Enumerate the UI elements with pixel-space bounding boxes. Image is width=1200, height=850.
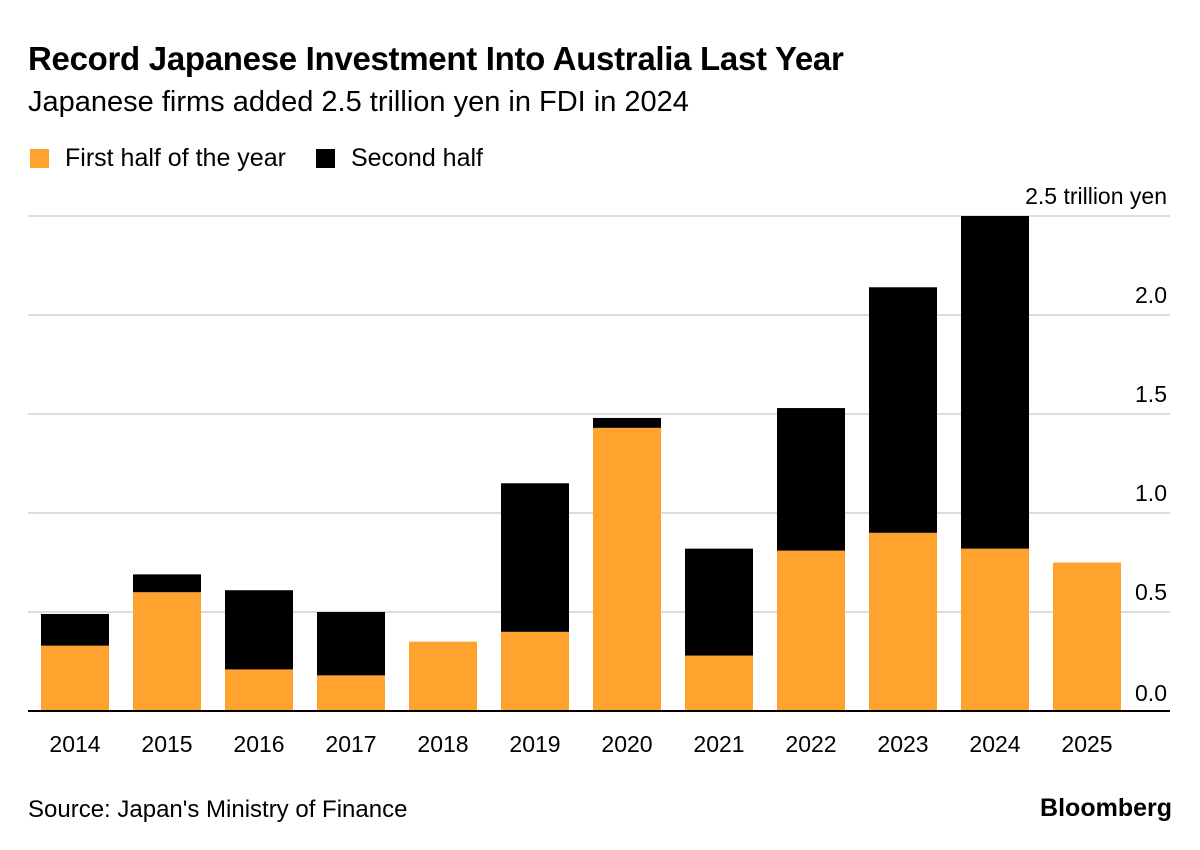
bar-second-half	[777, 408, 845, 551]
y-tick-label: 0.0	[1135, 680, 1167, 706]
x-tick-label: 2023	[877, 731, 928, 757]
bar-first-half	[685, 655, 753, 711]
legend-swatch-first-half	[30, 149, 49, 168]
x-tick-label: 2015	[141, 731, 192, 757]
bar-second-half	[225, 590, 293, 670]
bar-second-half	[133, 574, 201, 593]
bar-second-half	[317, 612, 385, 676]
bar-first-half	[317, 675, 385, 711]
bar-first-half	[869, 532, 937, 711]
x-tick-label: 2021	[693, 731, 744, 757]
legend-item-first-half: First half of the year	[30, 144, 286, 173]
y-tick-label: 2.5 trillion yen	[1025, 183, 1167, 209]
y-tick-label: 0.5	[1135, 579, 1167, 605]
bar-first-half	[777, 550, 845, 711]
bar-first-half	[409, 641, 477, 711]
bar-second-half	[685, 548, 753, 656]
bar-second-half	[593, 417, 661, 428]
bar-first-half	[41, 645, 109, 711]
bar-first-half	[593, 427, 661, 711]
brand-logo: Bloomberg	[1040, 794, 1172, 822]
x-tick-label: 2018	[417, 731, 468, 757]
bar-second-half	[869, 287, 937, 533]
legend-item-second-half: Second half	[315, 144, 483, 173]
bar-first-half	[1053, 562, 1121, 711]
bar-second-half	[41, 613, 109, 646]
bar-second-half	[961, 216, 1029, 549]
legend-label-first-half: First half of the year	[65, 144, 286, 172]
x-tick-label: 2016	[233, 731, 284, 757]
y-tick-label: 1.0	[1135, 480, 1167, 506]
x-tick-label: 2017	[325, 731, 376, 757]
y-tick-label: 2.0	[1135, 282, 1167, 308]
bar-first-half	[133, 592, 201, 711]
source-note: Source: Japan's Ministry of Finance	[28, 796, 408, 823]
bar-second-half	[501, 483, 569, 632]
bar-first-half	[501, 631, 569, 711]
legend-swatch-second-half	[315, 149, 335, 168]
x-tick-label: 2014	[49, 731, 100, 757]
legend-label-second-half: Second half	[350, 144, 483, 172]
chart-title: Record Japanese Investment Into Australi…	[28, 40, 844, 77]
bar-first-half	[961, 548, 1029, 711]
chart-subtitle: Japanese firms added 2.5 trillion yen in…	[28, 86, 689, 118]
x-tick-label: 2019	[509, 731, 560, 757]
x-tick-label: 2020	[601, 731, 652, 757]
x-tick-label: 2025	[1061, 731, 1112, 757]
legend: First half of the year Second half	[30, 144, 513, 173]
x-tick-label: 2024	[969, 731, 1020, 757]
x-tick-label: 2022	[785, 731, 836, 757]
bar-first-half	[225, 669, 293, 711]
y-tick-label: 1.5	[1135, 381, 1167, 407]
